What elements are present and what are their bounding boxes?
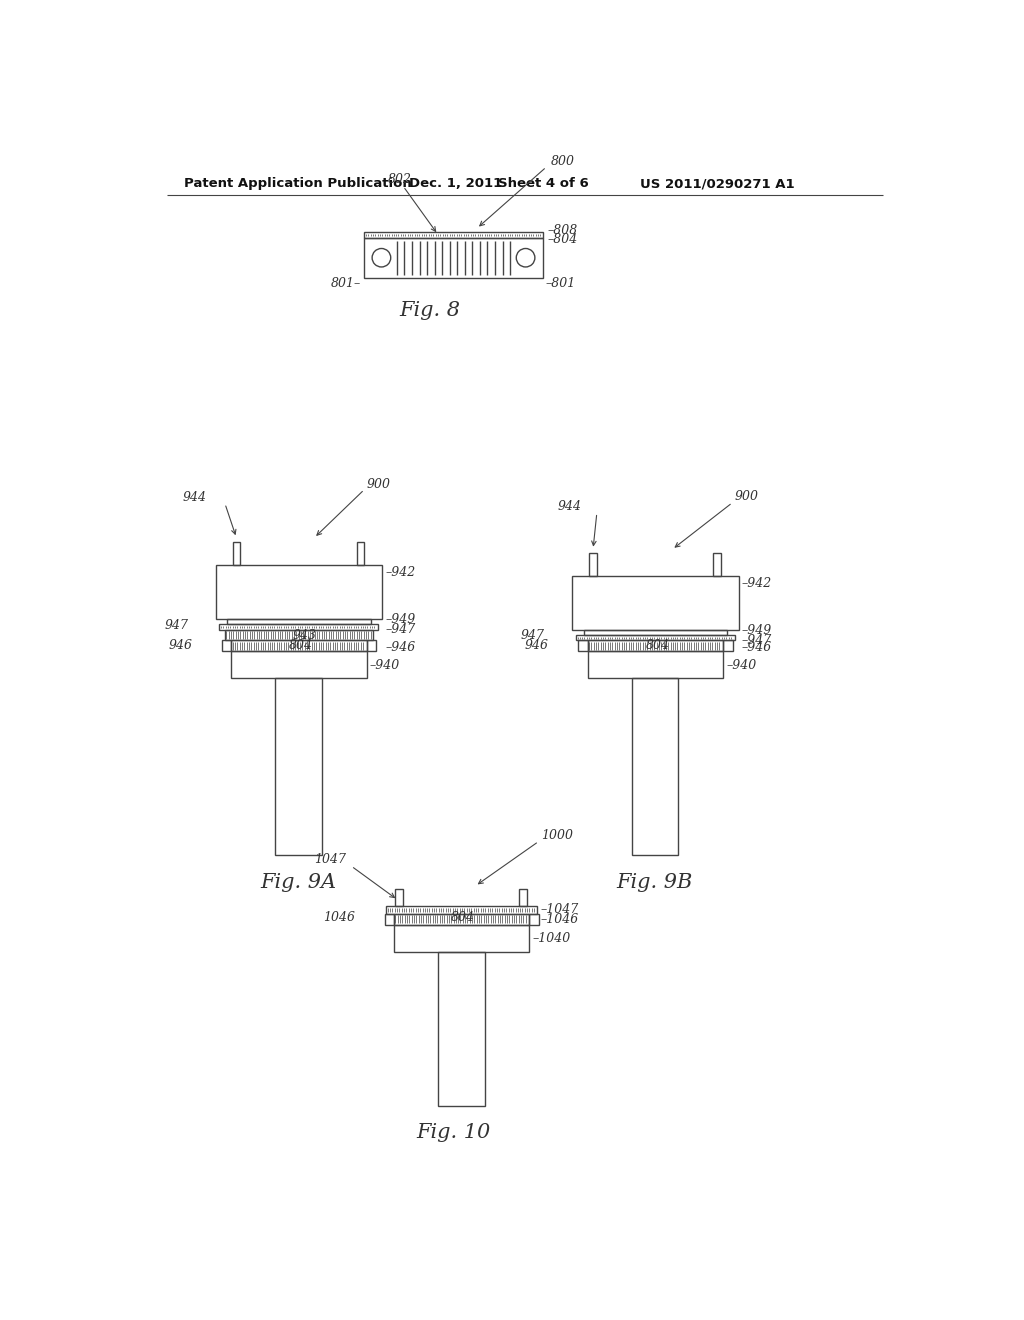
Text: –947: –947 (385, 623, 416, 636)
Bar (723, 640, 732, 651)
Text: 1046: 1046 (324, 911, 355, 924)
Text: –946: –946 (741, 640, 772, 653)
Text: Dec. 1, 2011: Dec. 1, 2011 (409, 177, 502, 190)
Bar (579, 640, 588, 651)
Text: 944: 944 (183, 491, 207, 504)
Text: 946: 946 (168, 639, 193, 652)
Text: Sheet 4 of 6: Sheet 4 of 6 (499, 177, 589, 190)
Bar (529, 913, 539, 924)
Text: Fig. 9B: Fig. 9B (616, 873, 693, 892)
Text: –1047: –1047 (541, 903, 579, 916)
Bar (216, 565, 382, 619)
Text: –801: –801 (546, 277, 575, 290)
Text: 1047: 1047 (313, 853, 346, 866)
Bar (225, 630, 373, 640)
Bar (394, 913, 529, 924)
Text: 800: 800 (550, 154, 574, 168)
Bar (231, 651, 367, 678)
Text: –804: –804 (547, 232, 578, 246)
Bar (588, 651, 723, 678)
Text: Fig. 10: Fig. 10 (417, 1123, 490, 1142)
Text: –1040: –1040 (532, 932, 570, 945)
Text: 900: 900 (367, 478, 391, 491)
Bar (222, 640, 231, 651)
Text: –940: –940 (370, 659, 400, 672)
Text: –942: –942 (385, 566, 416, 579)
Text: –940: –940 (726, 659, 757, 672)
Bar (575, 635, 735, 640)
Bar (584, 630, 727, 635)
Text: 900: 900 (735, 490, 759, 503)
Text: –942: –942 (741, 577, 772, 590)
Bar (227, 619, 371, 624)
Text: 1000: 1000 (541, 829, 573, 842)
Text: 946: 946 (525, 639, 549, 652)
Bar (367, 640, 376, 651)
Bar (572, 576, 738, 630)
Bar (589, 553, 597, 576)
Text: –949: –949 (741, 624, 772, 638)
Text: Fig. 9A: Fig. 9A (260, 873, 337, 892)
Text: –808: –808 (547, 223, 578, 236)
Bar (356, 541, 365, 565)
Text: 804: 804 (289, 639, 313, 652)
Bar (386, 906, 538, 913)
Text: 947: 947 (521, 630, 545, 643)
Bar (365, 238, 543, 277)
Bar (394, 924, 529, 952)
Text: 802: 802 (388, 173, 412, 186)
Bar (219, 624, 378, 630)
Text: 801–: 801– (331, 277, 361, 290)
Bar (232, 541, 241, 565)
Bar (713, 553, 721, 576)
Bar (365, 232, 543, 238)
Text: 804: 804 (451, 911, 474, 924)
Text: –946: –946 (385, 640, 416, 653)
Text: –949: –949 (385, 612, 416, 626)
Text: 943: 943 (292, 628, 316, 642)
Text: 804: 804 (646, 639, 670, 652)
Bar (231, 640, 367, 651)
Bar (632, 678, 678, 855)
Bar (588, 640, 723, 651)
Text: 947: 947 (165, 619, 188, 631)
Text: –947: –947 (741, 634, 772, 647)
Text: Fig. 8: Fig. 8 (399, 301, 461, 319)
Bar (385, 913, 394, 924)
Text: –1046: –1046 (541, 912, 579, 925)
Bar (395, 890, 403, 906)
Bar (519, 890, 527, 906)
Text: 944: 944 (557, 500, 582, 513)
Text: Patent Application Publication: Patent Application Publication (183, 177, 412, 190)
Text: US 2011/0290271 A1: US 2011/0290271 A1 (640, 177, 795, 190)
Bar (275, 678, 322, 855)
Bar (438, 952, 484, 1106)
